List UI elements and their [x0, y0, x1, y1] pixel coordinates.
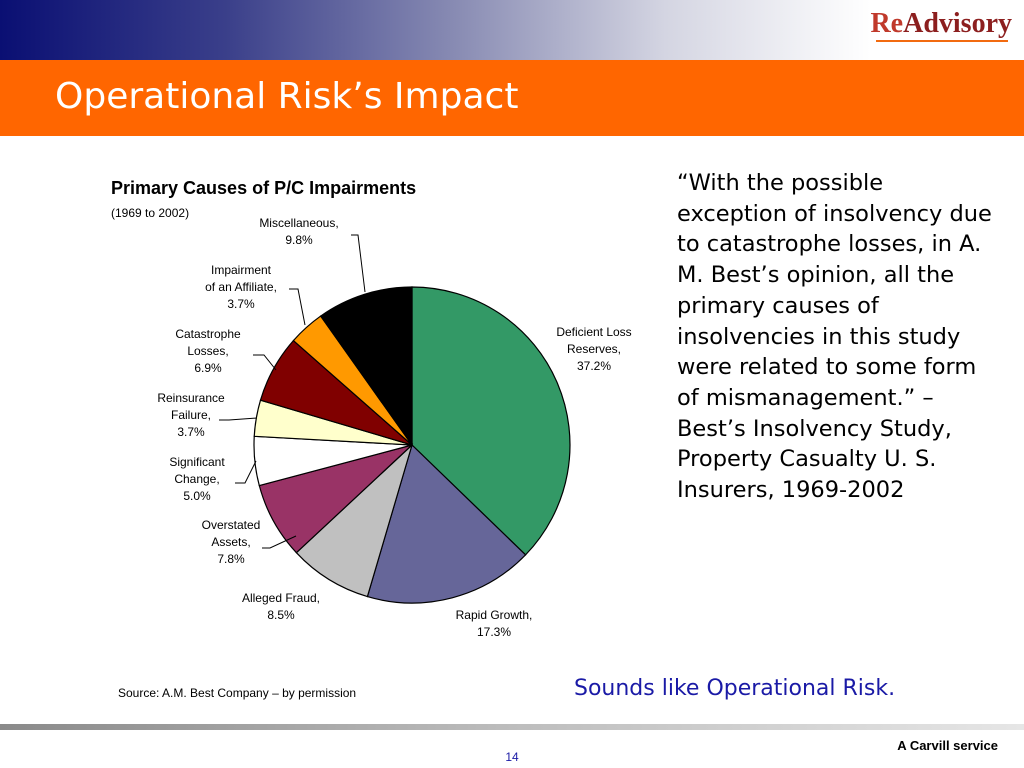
carvill-service-text: A Carvill service [897, 738, 998, 753]
pie-slice [411, 286, 571, 556]
pie-slice [366, 443, 527, 604]
label-leader-line [262, 535, 297, 549]
page-number: 14 [505, 750, 519, 764]
pie-slice [295, 443, 414, 598]
source-note: Source: A.M. Best Company – by permissio… [118, 686, 357, 700]
slice-label: Alleged Fraud, 8.5% [242, 591, 320, 622]
slice-label: Overstated Assets, 7.8% [202, 518, 261, 566]
top-gradient-bar [0, 0, 1024, 60]
callout-text: Sounds like Operational Risk. [574, 676, 896, 701]
slice-label: Miscellaneous, 9.8% [259, 216, 338, 247]
slice-label: Impairment of an Affiliate, 3.7% [205, 263, 277, 311]
label-leader-line [351, 234, 366, 293]
quote-text: “With the possible exception of insolven… [677, 170, 992, 504]
label-leader-line [253, 354, 277, 371]
slice-label: Significant Change, 5.0% [169, 455, 225, 503]
footer-divider [0, 724, 1024, 730]
slice-label: Rapid Growth, 17.3% [456, 608, 533, 639]
title-bar: Operational Risk’s Impact [0, 60, 1024, 136]
slice-label: Catastrophe Losses, 6.9% [175, 327, 241, 375]
slice-label: Deficient Loss Reserves, 37.2% [556, 325, 631, 373]
pie-slice [319, 286, 413, 447]
slice-label: Reinsurance Failure, 3.7% [157, 391, 225, 439]
slide-title: Operational Risk’s Impact [55, 76, 519, 117]
chart-subtitle: (1969 to 2002) [111, 206, 190, 220]
label-leader-line [235, 460, 257, 484]
chart-title: Primary Causes of P/C Impairments [111, 178, 417, 198]
readvisory-logo: ReAdvisory [870, 8, 1012, 39]
label-leader-line [289, 288, 306, 326]
label-leader-line [219, 417, 258, 421]
logo-underline [876, 40, 1008, 42]
